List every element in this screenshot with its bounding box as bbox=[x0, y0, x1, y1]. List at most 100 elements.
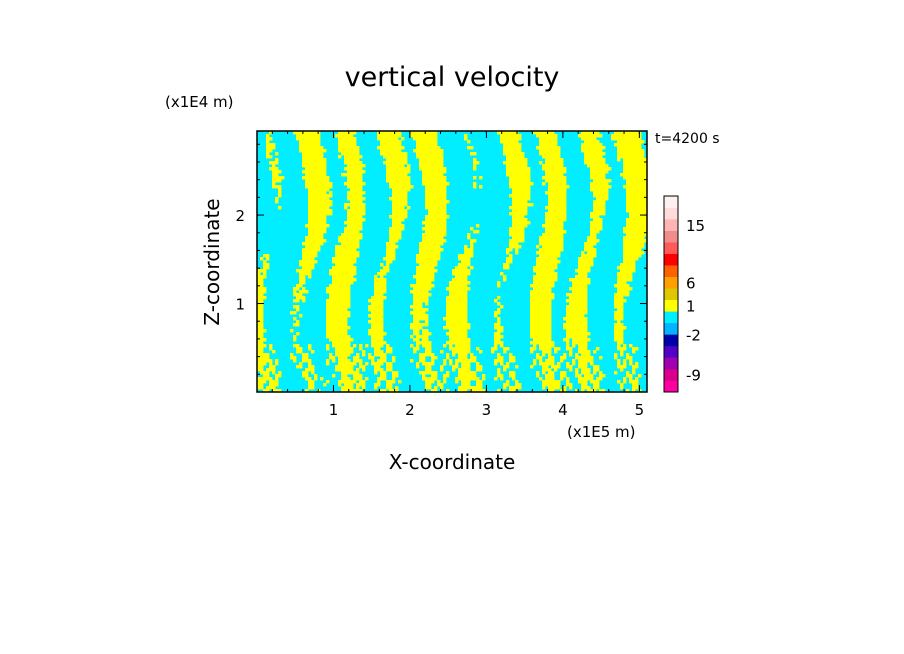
updraft-cell bbox=[404, 152, 408, 156]
updraft-cell bbox=[593, 143, 597, 147]
updraft-cell bbox=[521, 164, 525, 168]
updraft-cell bbox=[398, 170, 402, 174]
updraft-cell bbox=[353, 260, 357, 264]
updraft-cell bbox=[467, 254, 471, 258]
updraft-cell bbox=[374, 299, 378, 303]
updraft-cell bbox=[584, 263, 588, 267]
updraft-cell bbox=[320, 191, 324, 195]
updraft-cell bbox=[632, 383, 636, 387]
updraft-cell bbox=[305, 389, 309, 392]
updraft-cell bbox=[335, 272, 339, 276]
updraft-cell bbox=[260, 290, 264, 294]
updraft-cell bbox=[404, 215, 408, 219]
updraft-cell bbox=[350, 386, 354, 390]
updraft-cell bbox=[359, 200, 363, 204]
updraft-cell bbox=[398, 176, 402, 180]
updraft-cell bbox=[413, 329, 417, 333]
updraft-cell bbox=[554, 164, 558, 168]
updraft-cell bbox=[632, 212, 636, 216]
updraft-cell bbox=[434, 140, 438, 144]
updraft-cell bbox=[545, 167, 549, 171]
updraft-cell bbox=[320, 236, 324, 240]
updraft-cell bbox=[389, 368, 393, 372]
updraft-cell bbox=[311, 158, 315, 162]
updraft-cell bbox=[530, 311, 534, 315]
updraft-cell bbox=[599, 167, 603, 171]
updraft-cell bbox=[458, 323, 462, 327]
updraft-cell bbox=[584, 254, 588, 258]
updraft-cell bbox=[416, 341, 420, 345]
updraft-cell bbox=[452, 293, 456, 297]
updraft-cell bbox=[641, 155, 645, 159]
updraft-cell bbox=[338, 134, 342, 138]
updraft-cell bbox=[542, 281, 546, 285]
updraft-cell bbox=[440, 185, 444, 189]
updraft-cell bbox=[560, 164, 564, 168]
updraft-cell bbox=[638, 173, 642, 177]
updraft-cell bbox=[524, 182, 528, 186]
updraft-cell bbox=[329, 200, 333, 204]
updraft-cell bbox=[629, 227, 633, 231]
updraft-cell bbox=[629, 131, 633, 135]
updraft-cell bbox=[347, 314, 351, 318]
updraft-cell bbox=[497, 356, 501, 360]
updraft-cell bbox=[617, 320, 621, 324]
updraft-cell bbox=[554, 266, 558, 270]
colorbar-level bbox=[664, 288, 678, 301]
updraft-cell bbox=[413, 314, 417, 318]
updraft-cell bbox=[428, 227, 432, 231]
updraft-cell bbox=[353, 200, 357, 204]
updraft-cell bbox=[431, 371, 435, 375]
updraft-cell bbox=[395, 374, 399, 378]
updraft-cell bbox=[437, 191, 441, 195]
updraft-cell bbox=[344, 302, 348, 306]
updraft-cell bbox=[302, 251, 306, 255]
updraft-cell bbox=[344, 338, 348, 342]
updraft-cell bbox=[518, 224, 522, 228]
updraft-cell bbox=[635, 164, 639, 168]
updraft-cell bbox=[266, 263, 270, 267]
updraft-cell bbox=[623, 230, 627, 234]
updraft-cell bbox=[434, 149, 438, 153]
updraft-cell bbox=[419, 272, 423, 276]
updraft-cell bbox=[419, 323, 423, 327]
updraft-cell bbox=[581, 377, 585, 381]
updraft-cell bbox=[626, 248, 630, 252]
updraft-cell bbox=[512, 176, 516, 180]
updraft-cell bbox=[530, 299, 534, 303]
updraft-cell bbox=[431, 245, 435, 249]
updraft-cell bbox=[392, 155, 396, 159]
updraft-cell bbox=[581, 311, 585, 315]
updraft-cell bbox=[257, 281, 261, 285]
colorbar-level bbox=[664, 219, 678, 231]
updraft-cell bbox=[539, 146, 543, 150]
updraft-cell bbox=[635, 179, 639, 183]
updraft-cell bbox=[293, 293, 297, 297]
updraft-cell bbox=[260, 320, 264, 324]
updraft-cell bbox=[308, 152, 312, 156]
updraft-cell bbox=[416, 293, 420, 297]
updraft-cell bbox=[629, 140, 633, 144]
updraft-cell bbox=[617, 275, 621, 279]
updraft-cell bbox=[632, 245, 636, 249]
updraft-cell bbox=[383, 161, 387, 165]
updraft-cell bbox=[629, 176, 633, 180]
updraft-cell bbox=[386, 137, 390, 141]
updraft-cell bbox=[575, 281, 579, 285]
updraft-cell bbox=[506, 137, 510, 141]
updraft-cell bbox=[329, 269, 333, 273]
updraft-cell bbox=[338, 275, 342, 279]
updraft-cell bbox=[338, 254, 342, 258]
updraft-cell bbox=[626, 284, 630, 288]
updraft-cell bbox=[359, 170, 363, 174]
updraft-cell bbox=[347, 158, 351, 162]
updraft-cell bbox=[626, 224, 630, 228]
updraft-cell bbox=[257, 329, 261, 333]
updraft-cell bbox=[554, 263, 558, 267]
updraft-cell bbox=[584, 161, 588, 165]
updraft-cell bbox=[344, 269, 348, 273]
updraft-cell bbox=[359, 374, 363, 378]
updraft-cell bbox=[596, 182, 600, 186]
updraft-cell bbox=[311, 263, 315, 267]
updraft-cell bbox=[638, 242, 642, 246]
